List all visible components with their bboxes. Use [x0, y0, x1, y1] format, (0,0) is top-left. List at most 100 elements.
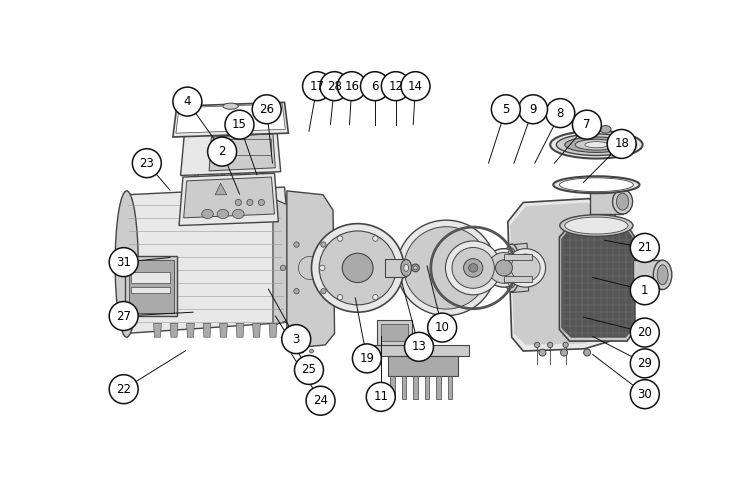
- Text: 20: 20: [638, 326, 652, 339]
- Ellipse shape: [488, 252, 520, 284]
- Text: 30: 30: [638, 388, 652, 400]
- Bar: [413, 376, 418, 399]
- Text: 5: 5: [502, 103, 510, 116]
- Ellipse shape: [262, 148, 266, 153]
- Ellipse shape: [657, 265, 668, 285]
- Ellipse shape: [294, 242, 299, 248]
- Circle shape: [225, 110, 254, 139]
- Polygon shape: [176, 104, 285, 133]
- Bar: [384, 258, 406, 277]
- Ellipse shape: [553, 176, 639, 193]
- Text: 12: 12: [388, 80, 403, 92]
- Bar: [504, 254, 532, 260]
- Ellipse shape: [235, 200, 241, 205]
- Circle shape: [109, 248, 138, 276]
- Ellipse shape: [232, 210, 244, 218]
- Bar: [402, 376, 406, 399]
- Circle shape: [491, 95, 520, 124]
- Text: 4: 4: [183, 95, 191, 108]
- Circle shape: [173, 87, 202, 116]
- Bar: [590, 190, 623, 214]
- Text: 13: 13: [411, 340, 426, 353]
- Text: 6: 6: [371, 80, 379, 92]
- Polygon shape: [562, 228, 633, 337]
- Ellipse shape: [202, 210, 214, 218]
- Circle shape: [320, 72, 349, 101]
- Text: 9: 9: [529, 103, 537, 116]
- Text: 11: 11: [373, 390, 388, 404]
- Ellipse shape: [613, 190, 632, 214]
- Polygon shape: [209, 134, 275, 171]
- Ellipse shape: [414, 266, 417, 270]
- Ellipse shape: [653, 260, 672, 290]
- Circle shape: [109, 302, 138, 330]
- Bar: [425, 376, 429, 399]
- Circle shape: [353, 344, 381, 373]
- Circle shape: [546, 98, 575, 128]
- Ellipse shape: [565, 137, 628, 152]
- Text: 14: 14: [408, 80, 423, 92]
- Polygon shape: [126, 187, 296, 334]
- Circle shape: [630, 349, 660, 378]
- Circle shape: [401, 72, 430, 101]
- Text: 21: 21: [637, 242, 652, 254]
- Circle shape: [252, 95, 281, 124]
- Ellipse shape: [539, 349, 546, 356]
- Text: 1: 1: [641, 284, 648, 296]
- Polygon shape: [203, 324, 211, 337]
- Circle shape: [630, 234, 660, 262]
- Polygon shape: [183, 177, 274, 218]
- Ellipse shape: [404, 226, 489, 309]
- Polygon shape: [253, 324, 260, 337]
- Polygon shape: [273, 198, 305, 326]
- Ellipse shape: [342, 254, 373, 282]
- Bar: [377, 320, 411, 345]
- Ellipse shape: [373, 294, 378, 300]
- Bar: [447, 376, 453, 399]
- Circle shape: [282, 324, 311, 354]
- Polygon shape: [287, 191, 335, 349]
- Ellipse shape: [535, 342, 540, 347]
- Bar: [125, 256, 177, 316]
- Bar: [389, 356, 458, 376]
- Ellipse shape: [401, 260, 411, 276]
- Ellipse shape: [452, 248, 494, 288]
- Polygon shape: [559, 226, 635, 341]
- Ellipse shape: [550, 131, 642, 158]
- Circle shape: [607, 130, 636, 158]
- Circle shape: [630, 276, 660, 304]
- Circle shape: [338, 72, 366, 101]
- Polygon shape: [179, 173, 278, 226]
- Bar: [221, 152, 224, 202]
- Polygon shape: [173, 102, 288, 137]
- Text: 17: 17: [310, 80, 325, 92]
- Text: 10: 10: [435, 321, 450, 334]
- Text: 27: 27: [116, 310, 131, 322]
- Ellipse shape: [563, 342, 569, 347]
- Ellipse shape: [411, 264, 420, 272]
- Circle shape: [109, 374, 138, 404]
- Bar: [244, 152, 247, 202]
- Ellipse shape: [247, 148, 252, 153]
- Bar: [262, 152, 265, 202]
- Circle shape: [405, 332, 433, 362]
- Ellipse shape: [511, 254, 540, 282]
- Polygon shape: [153, 324, 162, 337]
- Text: 22: 22: [116, 382, 131, 396]
- Ellipse shape: [338, 294, 343, 300]
- Ellipse shape: [560, 349, 568, 356]
- Text: 31: 31: [117, 256, 131, 268]
- Ellipse shape: [290, 349, 294, 353]
- Text: 23: 23: [139, 156, 154, 170]
- Ellipse shape: [259, 200, 265, 205]
- Ellipse shape: [115, 191, 138, 337]
- Ellipse shape: [575, 140, 617, 150]
- Ellipse shape: [404, 264, 408, 272]
- Ellipse shape: [280, 265, 286, 270]
- Text: 26: 26: [259, 103, 274, 116]
- Circle shape: [519, 95, 547, 124]
- Ellipse shape: [463, 258, 483, 277]
- Ellipse shape: [547, 342, 553, 347]
- Ellipse shape: [390, 265, 396, 270]
- Ellipse shape: [338, 236, 343, 242]
